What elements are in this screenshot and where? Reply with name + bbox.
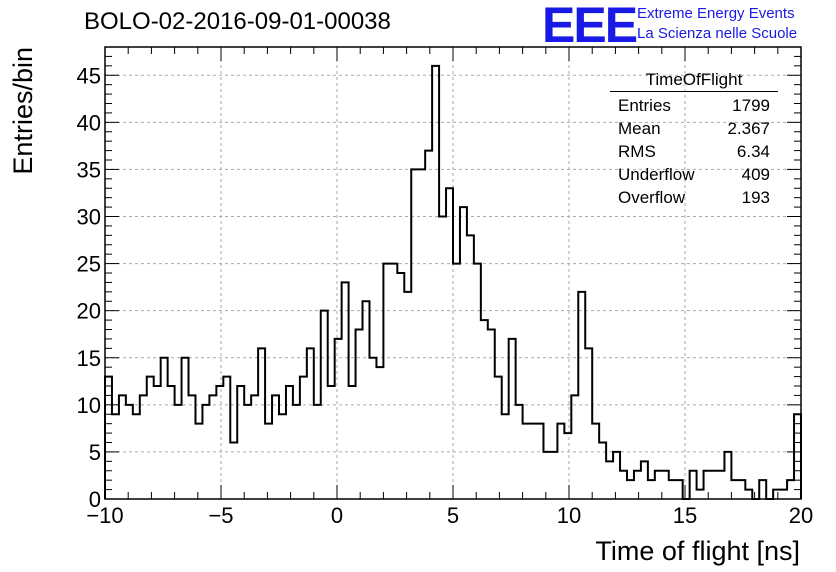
stat-row: Mean 2.367: [610, 117, 778, 140]
stat-value: 193: [741, 188, 770, 207]
stat-row: Underflow 409: [610, 163, 778, 186]
y-tick-label: 30: [77, 205, 101, 230]
stat-value: 1799: [732, 96, 770, 115]
brand-line-1: Extreme Energy Events: [637, 5, 795, 22]
stat-value: 6.34: [736, 142, 770, 161]
x-tick-label: 5: [447, 503, 459, 528]
stat-value: 409: [741, 165, 770, 184]
stat-value: 2.367: [727, 119, 770, 138]
x-tick-label: 20: [789, 503, 813, 528]
axis-ticks: [104, 46, 802, 500]
x-tick-label: −10: [86, 503, 123, 528]
stat-row: RMS 6.34: [610, 140, 778, 163]
stat-row: Overflow 193: [610, 186, 778, 209]
y-tick-label: 0: [89, 487, 101, 512]
x-tick-label: −5: [208, 503, 233, 528]
y-axis-label: Entries/bin: [8, 47, 38, 175]
y-tick-label: 40: [77, 110, 101, 135]
stat-label: Mean: [618, 119, 661, 138]
stats-box: TimeOfFlight Entries 1799 Mean 2.367 RMS 6.…: [610, 70, 778, 209]
x-axis-label: Time of flight [ns]: [595, 536, 800, 566]
stat-label: RMS: [618, 142, 656, 161]
x-tick-label: 15: [673, 503, 697, 528]
y-tick-label: 10: [77, 393, 101, 418]
stat-row: Entries 1799: [610, 94, 778, 117]
stats-title: TimeOfFlight: [610, 70, 778, 92]
y-tick-label: 45: [77, 63, 101, 88]
x-tick-labels: −10 −5 0 5 10 15 20: [86, 503, 813, 528]
stat-label: Overflow: [618, 188, 686, 207]
y-tick-label: 35: [77, 157, 101, 182]
histogram-series: [104, 64, 802, 500]
y-tick-labels: 0 5 10 15 20 25 30 35 40 45: [77, 63, 101, 512]
eee-logo: EEE: [542, 0, 638, 53]
stat-label: Entries: [618, 96, 671, 115]
stat-label: Underflow: [618, 165, 695, 184]
page-title: BOLO-02-2016-09-01-00038: [84, 8, 391, 35]
y-tick-label: 25: [77, 252, 101, 277]
brand-line-2: La Scienza nelle Scuole: [637, 25, 798, 42]
y-tick-label: 20: [77, 299, 101, 324]
y-tick-label: 5: [89, 440, 101, 465]
x-tick-label: 10: [557, 503, 581, 528]
y-tick-label: 15: [77, 346, 101, 371]
x-tick-label: 0: [331, 503, 343, 528]
